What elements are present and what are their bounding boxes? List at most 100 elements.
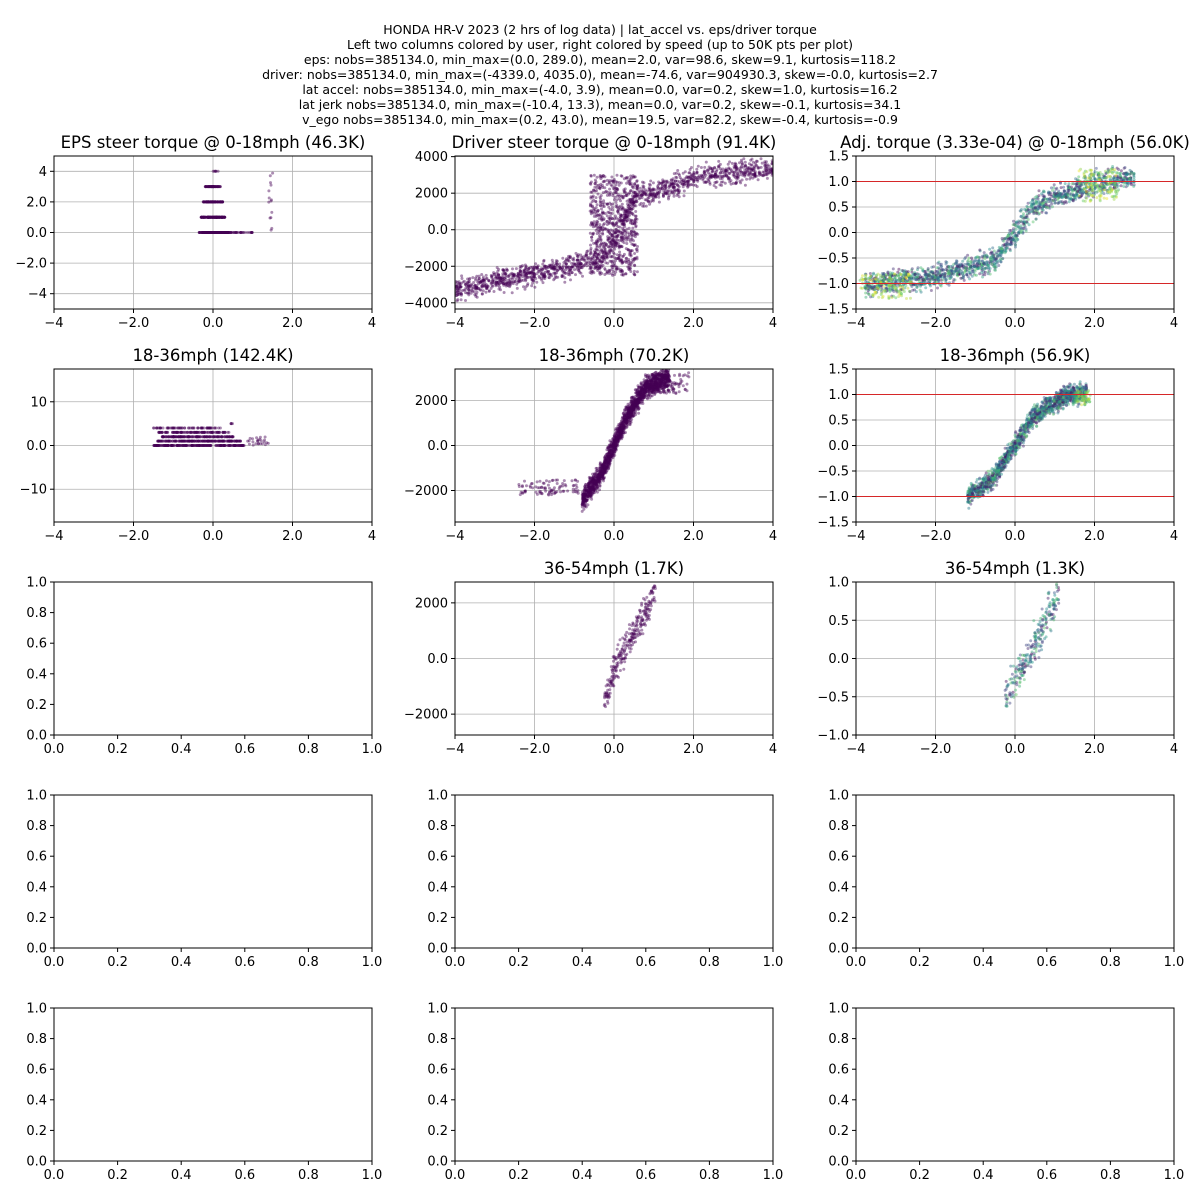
data-point xyxy=(622,236,626,240)
data-point xyxy=(543,264,547,268)
data-point xyxy=(1082,176,1086,180)
data-point xyxy=(705,180,708,184)
data-point xyxy=(585,261,589,265)
data-point xyxy=(204,200,208,204)
data-point xyxy=(709,166,713,170)
data-point xyxy=(1112,177,1116,181)
data-point xyxy=(999,250,1003,254)
data-point xyxy=(209,200,213,204)
data-point xyxy=(205,231,209,234)
data-point xyxy=(1006,246,1009,250)
data-point xyxy=(1085,170,1089,174)
data-point xyxy=(1041,206,1044,210)
data-point xyxy=(728,180,732,184)
data-point xyxy=(564,262,568,266)
data-point xyxy=(937,277,940,281)
data-point xyxy=(740,160,744,164)
data-point xyxy=(603,268,607,272)
data-point xyxy=(216,231,220,234)
data-point xyxy=(754,163,758,167)
y-tick-label: −0.5 xyxy=(817,252,849,267)
data-point xyxy=(1099,192,1103,196)
data-point xyxy=(657,191,660,195)
data-point xyxy=(1097,173,1100,177)
data-point xyxy=(763,163,767,167)
data-point xyxy=(577,264,581,268)
data-point xyxy=(217,215,221,219)
data-point xyxy=(490,281,493,285)
data-point xyxy=(212,231,216,234)
data-point xyxy=(1050,198,1054,202)
data-point xyxy=(614,241,617,245)
data-point xyxy=(618,204,622,208)
data-point xyxy=(927,273,931,277)
data-point xyxy=(1093,170,1097,174)
data-point xyxy=(590,204,594,208)
data-point xyxy=(610,234,614,238)
data-point xyxy=(597,264,601,267)
data-point xyxy=(504,272,508,275)
data-point xyxy=(502,276,506,280)
data-point xyxy=(600,207,603,211)
data-point xyxy=(718,177,722,181)
data-point xyxy=(613,261,617,265)
data-point xyxy=(676,179,679,183)
data-point xyxy=(592,220,596,224)
data-point xyxy=(1031,207,1035,211)
data-point xyxy=(1101,181,1105,185)
data-point xyxy=(1034,206,1037,210)
data-point xyxy=(501,279,505,283)
data-point xyxy=(1132,183,1136,187)
data-point xyxy=(1045,200,1049,204)
data-point xyxy=(870,284,874,288)
data-point xyxy=(1080,189,1084,193)
data-point xyxy=(1039,203,1042,207)
data-point xyxy=(571,257,575,261)
data-point xyxy=(1101,188,1105,192)
data-point xyxy=(614,265,618,269)
data-point xyxy=(1113,182,1117,186)
data-point xyxy=(507,275,511,278)
data-point xyxy=(556,275,560,279)
data-point xyxy=(675,183,679,187)
data-point xyxy=(224,231,228,234)
data-point xyxy=(587,255,591,259)
data-point xyxy=(214,231,218,234)
data-point xyxy=(213,185,217,189)
data-point xyxy=(541,267,545,271)
data-point xyxy=(525,276,529,279)
data-point xyxy=(913,288,917,292)
data-point xyxy=(966,275,970,279)
data-point xyxy=(580,257,584,261)
data-point xyxy=(1059,195,1063,199)
data-point xyxy=(206,231,210,234)
data-point xyxy=(630,249,634,253)
data-point xyxy=(218,215,222,219)
data-point xyxy=(1082,171,1086,175)
data-point xyxy=(518,273,522,277)
data-point xyxy=(651,194,655,198)
data-point xyxy=(208,185,212,189)
data-point xyxy=(501,268,505,272)
data-point xyxy=(555,268,559,272)
data-point xyxy=(541,262,545,266)
data-point xyxy=(757,171,761,175)
data-point xyxy=(1085,185,1089,189)
data-point xyxy=(593,251,597,255)
data-point xyxy=(611,229,615,233)
data-point xyxy=(1064,200,1068,203)
data-point xyxy=(887,279,891,282)
data-point xyxy=(457,291,461,295)
data-point xyxy=(1099,185,1103,189)
data-point xyxy=(612,178,616,181)
data-point xyxy=(216,200,220,204)
data-point xyxy=(563,280,567,284)
data-point xyxy=(867,288,871,292)
data-point xyxy=(522,270,526,273)
data-point xyxy=(753,170,757,174)
data-point xyxy=(621,206,625,210)
data-point xyxy=(1096,189,1100,193)
data-point xyxy=(601,255,605,258)
data-point xyxy=(528,271,532,275)
data-point xyxy=(619,219,623,223)
